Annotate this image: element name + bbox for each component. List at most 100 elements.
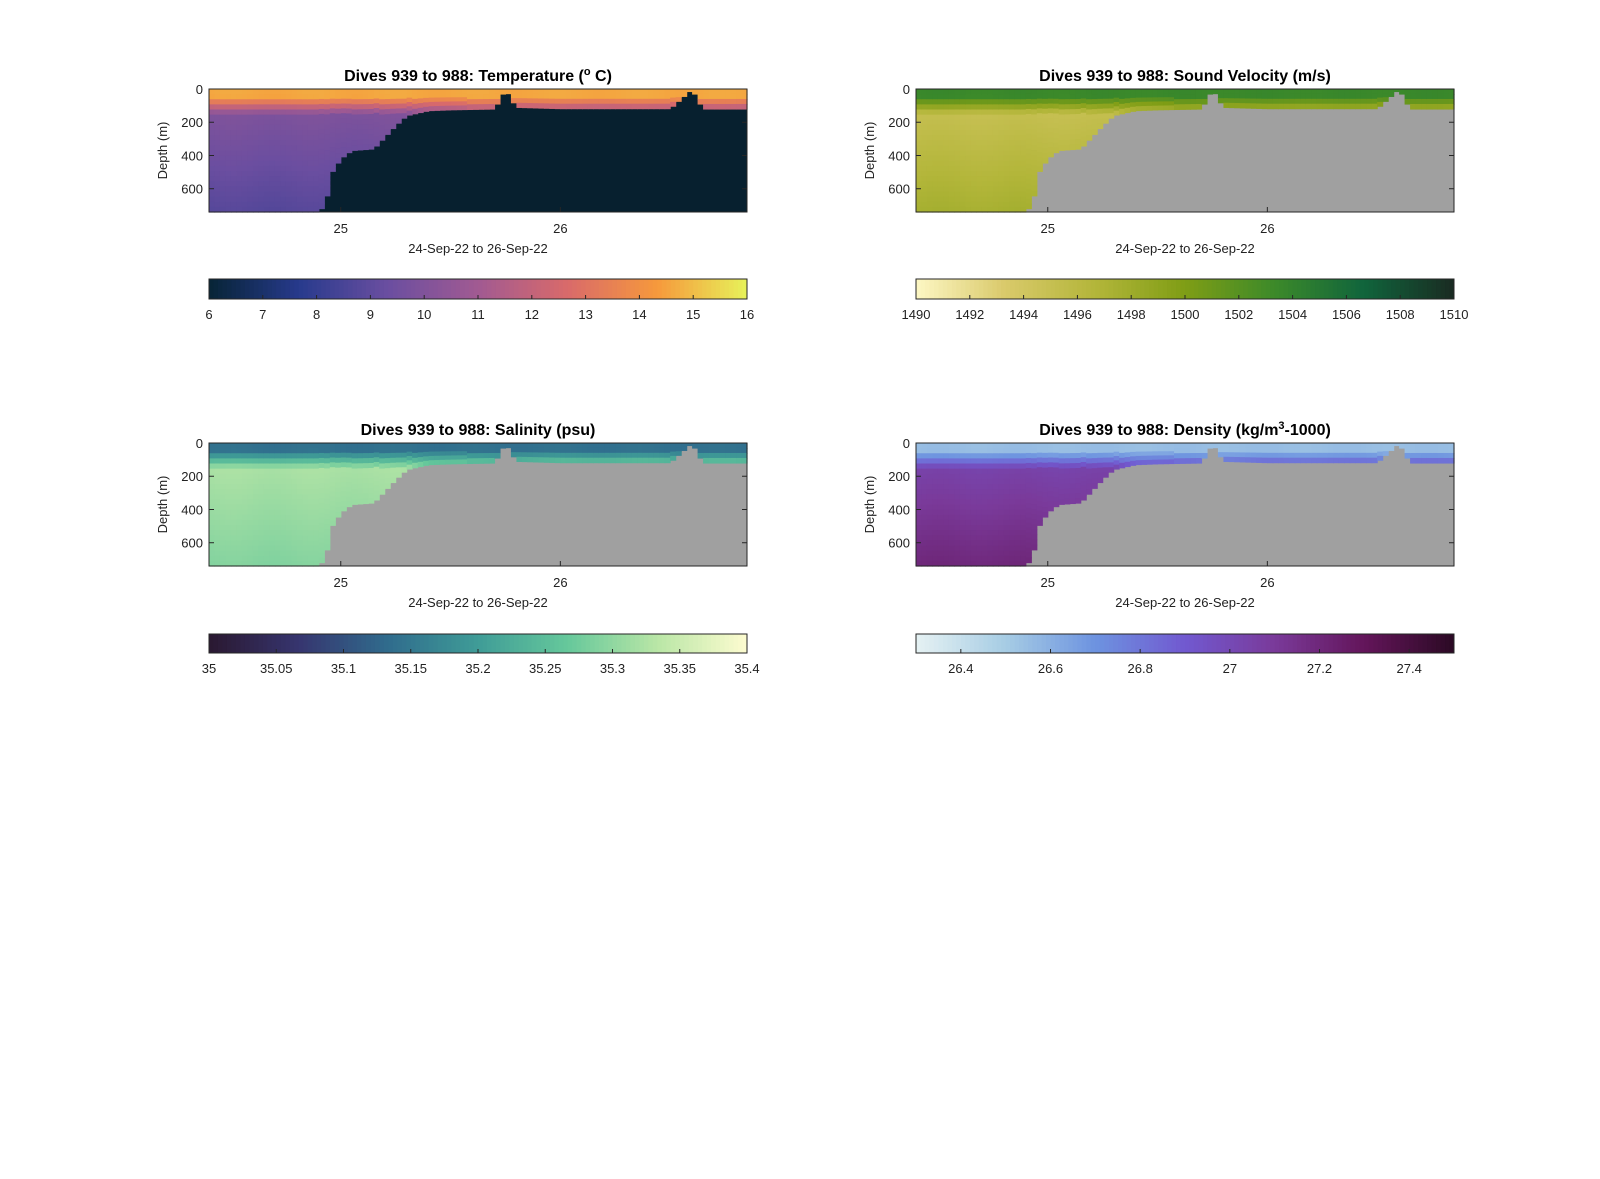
heatmap-cell [708, 89, 715, 95]
heatmap-cell [976, 555, 983, 562]
colorbar-swatch [1436, 279, 1442, 299]
heatmap-cell [1355, 457, 1362, 464]
heatmap-cell [274, 191, 281, 198]
heatmap-cell [263, 155, 270, 162]
heatmap-cell [362, 144, 369, 151]
heatmap-cell [313, 473, 320, 480]
heatmap-cell [1124, 443, 1131, 449]
heatmap-cell [992, 448, 999, 454]
heatmap-cell [1025, 462, 1032, 469]
heatmap-cell [926, 525, 934, 531]
heatmap-cell [351, 494, 358, 500]
heatmap-cell [1009, 165, 1016, 172]
heatmap-cell [725, 452, 732, 459]
heatmap-cell [987, 499, 994, 506]
heatmap-cell [1069, 109, 1076, 115]
heatmap-cell [921, 145, 928, 152]
heatmap-cell [998, 550, 1005, 557]
heatmap-cell [214, 489, 221, 495]
heatmap-cell [937, 499, 945, 506]
heatmap-cell [209, 514, 216, 521]
heatmap-cell [937, 519, 945, 526]
heatmap-cell [1091, 129, 1098, 135]
heatmap-cell [1421, 103, 1428, 110]
heatmap-cell [1355, 93, 1362, 100]
colorbar-swatch [599, 634, 605, 653]
colorbar-swatch [956, 279, 962, 299]
heatmap-cell [1179, 458, 1186, 464]
heatmap-cell [357, 458, 364, 464]
heatmap-cell [214, 119, 221, 126]
heatmap-cell [340, 108, 347, 114]
heatmap-cell [219, 499, 227, 506]
y-tick-label: 400 [888, 148, 910, 163]
heatmap-cell [926, 504, 934, 511]
heatmap-cell [1289, 452, 1296, 459]
heatmap-cell [1031, 544, 1038, 551]
heatmap-cell [307, 535, 314, 541]
heatmap-cell [1020, 201, 1027, 208]
heatmap-cell [916, 504, 923, 511]
heatmap-cell [932, 448, 939, 454]
heatmap-cell [992, 478, 999, 485]
heatmap-cell [296, 186, 303, 193]
heatmap-cell [1371, 89, 1378, 95]
colorbar-swatch [733, 279, 739, 299]
heatmap-cell [488, 458, 496, 464]
heatmap-cell [987, 458, 994, 465]
heatmap-cell [926, 499, 934, 506]
heatmap-cell [959, 504, 967, 511]
heatmap-cell [263, 114, 270, 121]
heatmap-cell [670, 97, 677, 103]
heatmap-cell [252, 186, 260, 193]
heatmap-cell [976, 201, 983, 208]
heatmap-cell [943, 448, 950, 454]
heatmap-cell [1031, 453, 1038, 459]
heatmap-cell [959, 478, 967, 485]
heatmap-cell [1443, 93, 1450, 100]
heatmap-cell [926, 514, 934, 521]
heatmap-cell [324, 185, 331, 192]
heatmap-cell [241, 463, 249, 470]
heatmap-cell [236, 509, 243, 516]
heatmap-cell [230, 550, 238, 557]
heatmap-cell [943, 453, 950, 459]
colorbar-swatch [1400, 634, 1406, 653]
heatmap-cell [214, 109, 221, 116]
heatmap-cell [1179, 104, 1186, 110]
colorbar-swatch [1440, 279, 1446, 299]
heatmap-cell [1075, 104, 1082, 110]
colorbar-swatch [460, 634, 466, 653]
heatmap-cell [324, 504, 331, 510]
heatmap-cell [926, 560, 934, 567]
heatmap-cell [285, 119, 292, 126]
heatmap-cell [236, 135, 243, 141]
heatmap-cell [965, 176, 972, 182]
heatmap-cell [241, 499, 249, 506]
heatmap-cell [313, 135, 320, 141]
heatmap-cell [209, 130, 216, 136]
colorbar-swatch [1274, 634, 1280, 653]
heatmap-cell [516, 443, 523, 449]
heatmap-cell [1009, 171, 1016, 177]
heatmap-cell [970, 545, 977, 552]
heatmap-cell [412, 103, 419, 110]
heatmap-cell [959, 140, 967, 146]
heatmap-cell [1152, 459, 1159, 465]
heatmap-cell [291, 504, 298, 511]
colorbar-tick-label: 1508 [1386, 307, 1415, 322]
heatmap-cell [329, 108, 336, 114]
x-tick-label: 26 [1260, 575, 1274, 590]
heatmap-cell [1020, 171, 1027, 177]
heatmap-cell [214, 555, 221, 562]
heatmap-cell [368, 94, 375, 100]
heatmap-cell [1053, 147, 1060, 154]
heatmap-cell [1410, 447, 1417, 454]
heatmap-cell [209, 171, 216, 177]
heatmap-cell [670, 89, 677, 94]
heatmap-cell [1239, 443, 1246, 449]
heatmap-cell [1146, 101, 1153, 107]
heatmap-cell [532, 452, 539, 458]
heatmap-cell [675, 97, 682, 102]
heatmap-cell [324, 539, 331, 546]
